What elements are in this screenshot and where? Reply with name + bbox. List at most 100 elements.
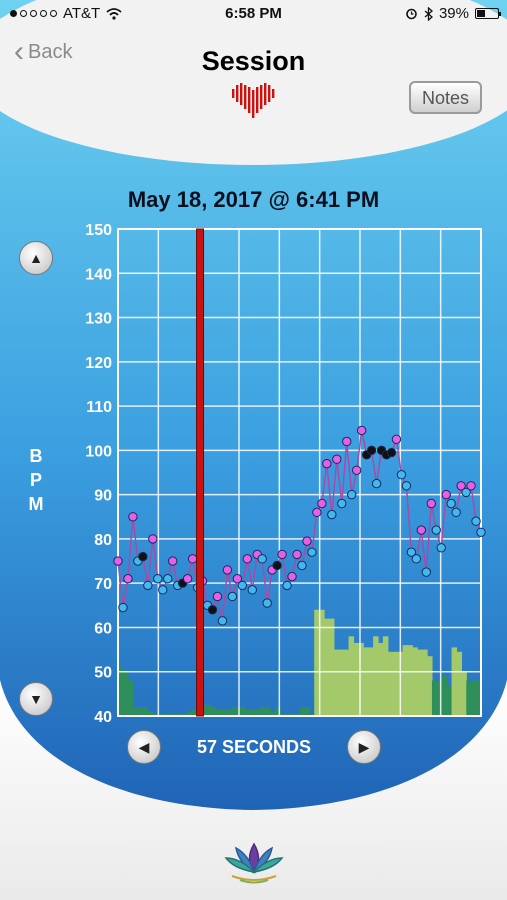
bpm-point	[302, 536, 312, 546]
bpm-point	[436, 543, 446, 553]
notes-button[interactable]: Notes	[409, 81, 482, 114]
coherence-bar	[309, 713, 315, 716]
coherence-bar	[382, 636, 389, 716]
bpm-point	[342, 436, 352, 447]
coherence-bar	[270, 711, 276, 716]
bpm-point	[421, 567, 432, 577]
bpm-point	[287, 571, 297, 582]
triangle-up-icon: ▲	[29, 250, 43, 266]
bpm-point	[312, 507, 322, 518]
battery-percent: 39%	[438, 5, 469, 22]
status-bar: AT&T 6:58 PM 39%	[0, 0, 507, 28]
bpm-point	[466, 481, 476, 491]
bpm-point	[158, 585, 168, 595]
coherence-bar	[407, 645, 413, 716]
coherence-bar	[373, 636, 379, 716]
coherence-bar	[333, 649, 340, 716]
bpm-point	[431, 525, 441, 535]
status-time: 6:58 PM	[225, 5, 282, 22]
bpm-point	[351, 465, 362, 475]
bpm-point	[441, 489, 451, 500]
coherence-bar	[132, 707, 139, 716]
coherence-bar	[471, 680, 477, 716]
coherence-bar	[294, 713, 301, 716]
bpm-point	[113, 556, 123, 566]
bpm-point	[222, 565, 233, 575]
bpm-point	[292, 549, 302, 560]
coherence-bar	[328, 618, 335, 716]
bpm-point	[451, 507, 461, 518]
y-axis-label-letter: M	[28, 494, 44, 514]
coherence-bar	[225, 709, 232, 716]
coherence-bar	[392, 651, 399, 716]
coherence-bar	[167, 713, 173, 716]
coherence-bar	[431, 680, 438, 716]
coherence-bar	[284, 713, 291, 716]
duration-label: 57 SECONDS	[196, 737, 312, 757]
bpm-point	[282, 580, 292, 591]
bpm-point	[411, 554, 422, 564]
wifi-icon	[106, 7, 122, 20]
bpm-point	[322, 458, 332, 469]
coherence-bar	[176, 713, 183, 716]
y-tick-label: 90	[94, 488, 112, 505]
bpm-point	[332, 454, 342, 464]
coherence-bar	[191, 709, 198, 716]
y-tick-label: 70	[94, 576, 112, 593]
bpm-point	[356, 425, 367, 436]
chevron-left-icon: ‹	[14, 35, 24, 68]
triangle-right-icon: ▶	[358, 738, 370, 755]
back-button[interactable]: ‹ Back	[14, 35, 73, 68]
bpm-point	[366, 445, 377, 456]
coherence-bar	[319, 609, 325, 716]
coherence-bar	[265, 707, 271, 716]
coherence-bar	[171, 713, 178, 716]
bpm-point	[123, 574, 133, 584]
bpm-point	[227, 591, 238, 602]
bpm-point	[401, 481, 412, 491]
coherence-bar	[240, 707, 247, 716]
back-label: Back	[28, 40, 73, 63]
coherence-bar	[142, 707, 149, 716]
coherence-bar	[314, 609, 320, 716]
bpm-point	[317, 498, 327, 509]
bpm-point	[456, 481, 466, 491]
coherence-bar	[412, 647, 418, 716]
bpm-point	[371, 478, 382, 489]
bpm-point	[461, 487, 471, 498]
bpm-point	[426, 498, 436, 509]
coherence-bar	[260, 707, 266, 716]
coherence-bar	[402, 645, 409, 716]
status-right-group: 39%	[405, 5, 501, 22]
coherence-bar	[363, 647, 369, 716]
scroll-up-button[interactable]: ▲	[19, 241, 53, 275]
coherence-bar	[157, 713, 163, 716]
bpm-point	[277, 549, 287, 560]
bpm-point	[153, 574, 163, 584]
coherence-bar	[230, 707, 237, 716]
next-button[interactable]: ▶	[347, 730, 381, 764]
bpm-point	[391, 434, 402, 444]
previous-button[interactable]: ◀	[127, 730, 161, 764]
battery-icon	[475, 8, 501, 19]
coherence-bar	[245, 709, 252, 716]
time-cursor[interactable]	[196, 228, 205, 717]
scroll-down-button[interactable]: ▼	[19, 682, 53, 716]
coherence-bar	[162, 713, 168, 716]
coherence-bar	[377, 642, 384, 716]
triangle-down-icon: ▼	[29, 691, 43, 707]
bpm-point	[262, 598, 272, 608]
session-datetime: May 18, 2017 @ 6:41 PM	[127, 187, 380, 212]
bpm-point	[182, 574, 193, 584]
bpm-point	[167, 556, 178, 566]
bpm-point	[237, 580, 248, 591]
coherence-bar	[348, 636, 355, 716]
coherence-bar	[127, 680, 134, 716]
coherence-bar	[358, 642, 364, 716]
coherence-bar	[451, 647, 458, 716]
y-tick-label: 120	[85, 355, 112, 372]
coherence-bar	[186, 711, 193, 716]
bpm-point	[242, 554, 252, 564]
y-tick-label: 150	[85, 222, 112, 239]
